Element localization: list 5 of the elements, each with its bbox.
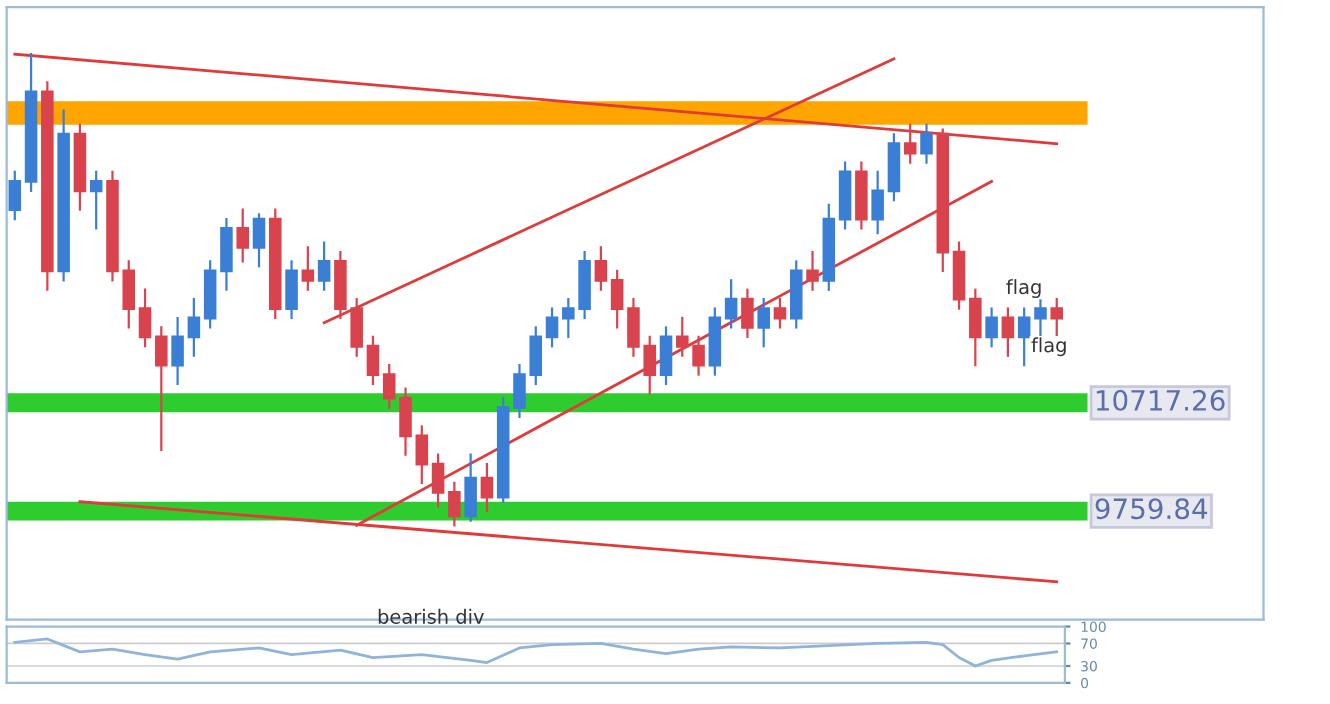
band-label: 10717.26 <box>1096 389 1225 411</box>
band-label: 9759.84 <box>1095 498 1208 520</box>
text: bearish div <box>378 608 484 624</box>
annotation: flag <box>1006 279 1041 298</box>
annotation: flag <box>1031 337 1066 357</box>
